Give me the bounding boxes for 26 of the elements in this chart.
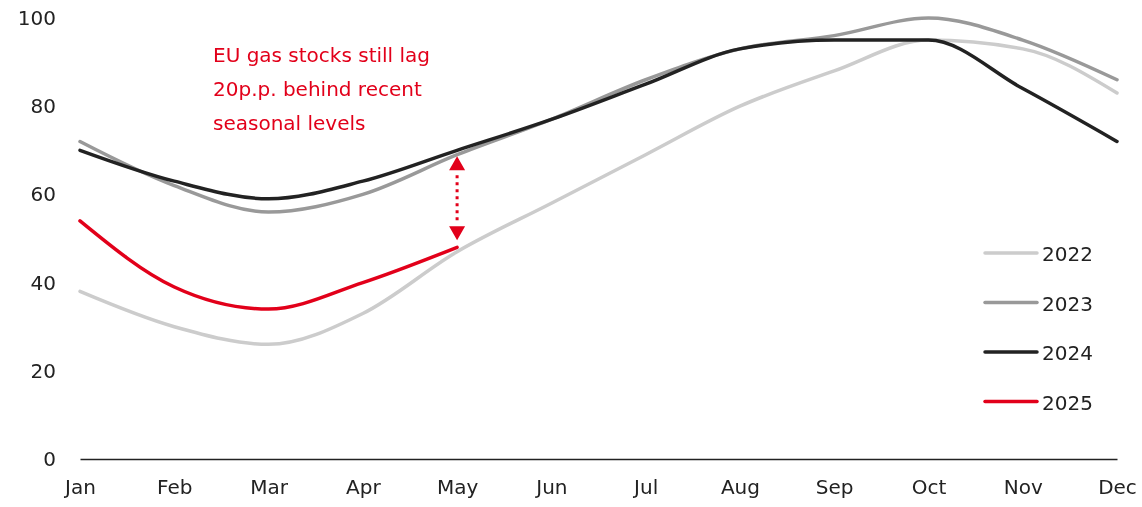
x-tick-label: Oct: [911, 475, 947, 499]
x-tick-label: May: [436, 475, 479, 499]
y-tick-label: 80: [30, 94, 56, 119]
x-tick-label: Dec: [1098, 475, 1137, 499]
x-tick-label: Mar: [250, 475, 289, 499]
legend-label: 2022: [1042, 242, 1093, 266]
x-tick-label: Sep: [815, 475, 854, 499]
line-series: [78, 219, 459, 311]
x-tick-label: Apr: [346, 475, 382, 499]
annotation: EU gas stocks still lag 20p.p. behind recent seasonal levels: [213, 43, 431, 135]
x-tick-label: Nov: [1003, 475, 1043, 499]
x-tick-label: Jun: [534, 475, 568, 499]
y-tick-label: 100: [17, 5, 56, 30]
y-tick-label: 20: [30, 358, 56, 383]
x-tick-label: Feb: [157, 475, 193, 499]
x-tick-label: Aug: [720, 475, 760, 499]
x-tick-label: Jul: [632, 475, 659, 499]
y-tick-label: 60: [30, 182, 56, 207]
y-tick-label: 0: [43, 446, 56, 471]
y-tick-label: 40: [30, 270, 56, 295]
legend-label: 2023: [1042, 291, 1093, 316]
legend-label: 2024: [1042, 341, 1093, 365]
legend-label: 2025: [1042, 390, 1093, 415]
line-series: [78, 38, 1119, 201]
x-tick-label: Jan: [63, 475, 96, 499]
line-series: [78, 38, 1119, 347]
